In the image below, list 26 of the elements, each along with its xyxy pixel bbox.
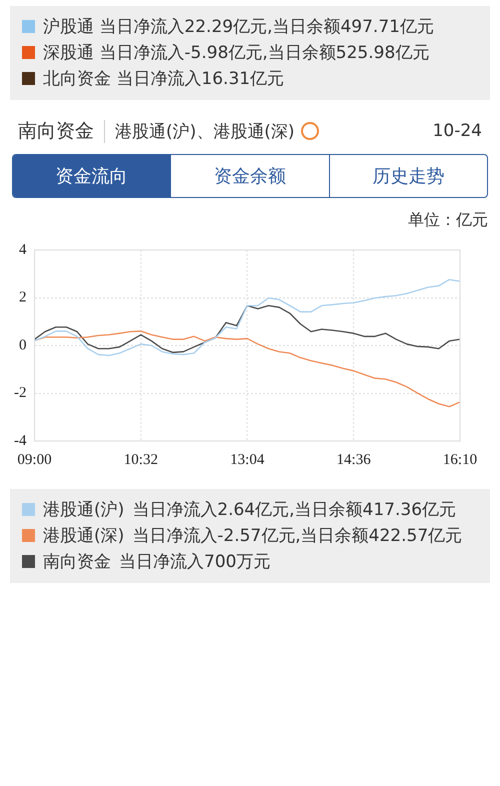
text: 深股通 当日净流入-5.98亿元,当日余额525.98亿元 <box>43 42 430 65</box>
x-tick-label: 09:00 <box>17 452 52 468</box>
y-tick-label: 2 <box>18 290 26 306</box>
y-axis-title: 单位：亿元 <box>407 209 489 231</box>
legend-label: 港股通(沪) <box>43 499 124 522</box>
text: 历史走势 <box>328 155 487 197</box>
y-tick-label: -2 <box>14 385 26 402</box>
x-tick-label: 13:04 <box>230 452 265 468</box>
text: 资金余额 <box>170 155 329 197</box>
text: 当日净流入700万元 <box>119 551 270 574</box>
legend-label: 港股通(深) <box>43 525 124 548</box>
text: 沪股通 当日净流入22.29亿元,当日余额497.71亿元 <box>43 16 434 39</box>
y-tick-label: 0 <box>18 337 26 354</box>
text: 当日净流入-2.57亿元,当日余额422.57亿元 <box>132 525 462 548</box>
legend-label: 南向资金 <box>43 551 111 574</box>
text: 北向资金 当日净流入16.31亿元 <box>43 68 284 91</box>
y-tick-label: 4 <box>18 242 27 258</box>
chart-title: 南向资金 <box>18 119 94 144</box>
chart-subtitle: 港股通(沪)、港股通(深) <box>104 120 295 142</box>
text: 资金流向 <box>13 155 170 197</box>
text: 当日净流入2.64亿元,当日余额417.36亿元 <box>132 499 456 522</box>
x-tick-label: 10:32 <box>124 452 158 468</box>
y-tick-label: -4 <box>14 432 27 449</box>
x-tick-label: 16:10 <box>442 452 478 468</box>
x-tick-label: 14:36 <box>336 452 372 468</box>
text: 10-24 <box>432 121 482 141</box>
